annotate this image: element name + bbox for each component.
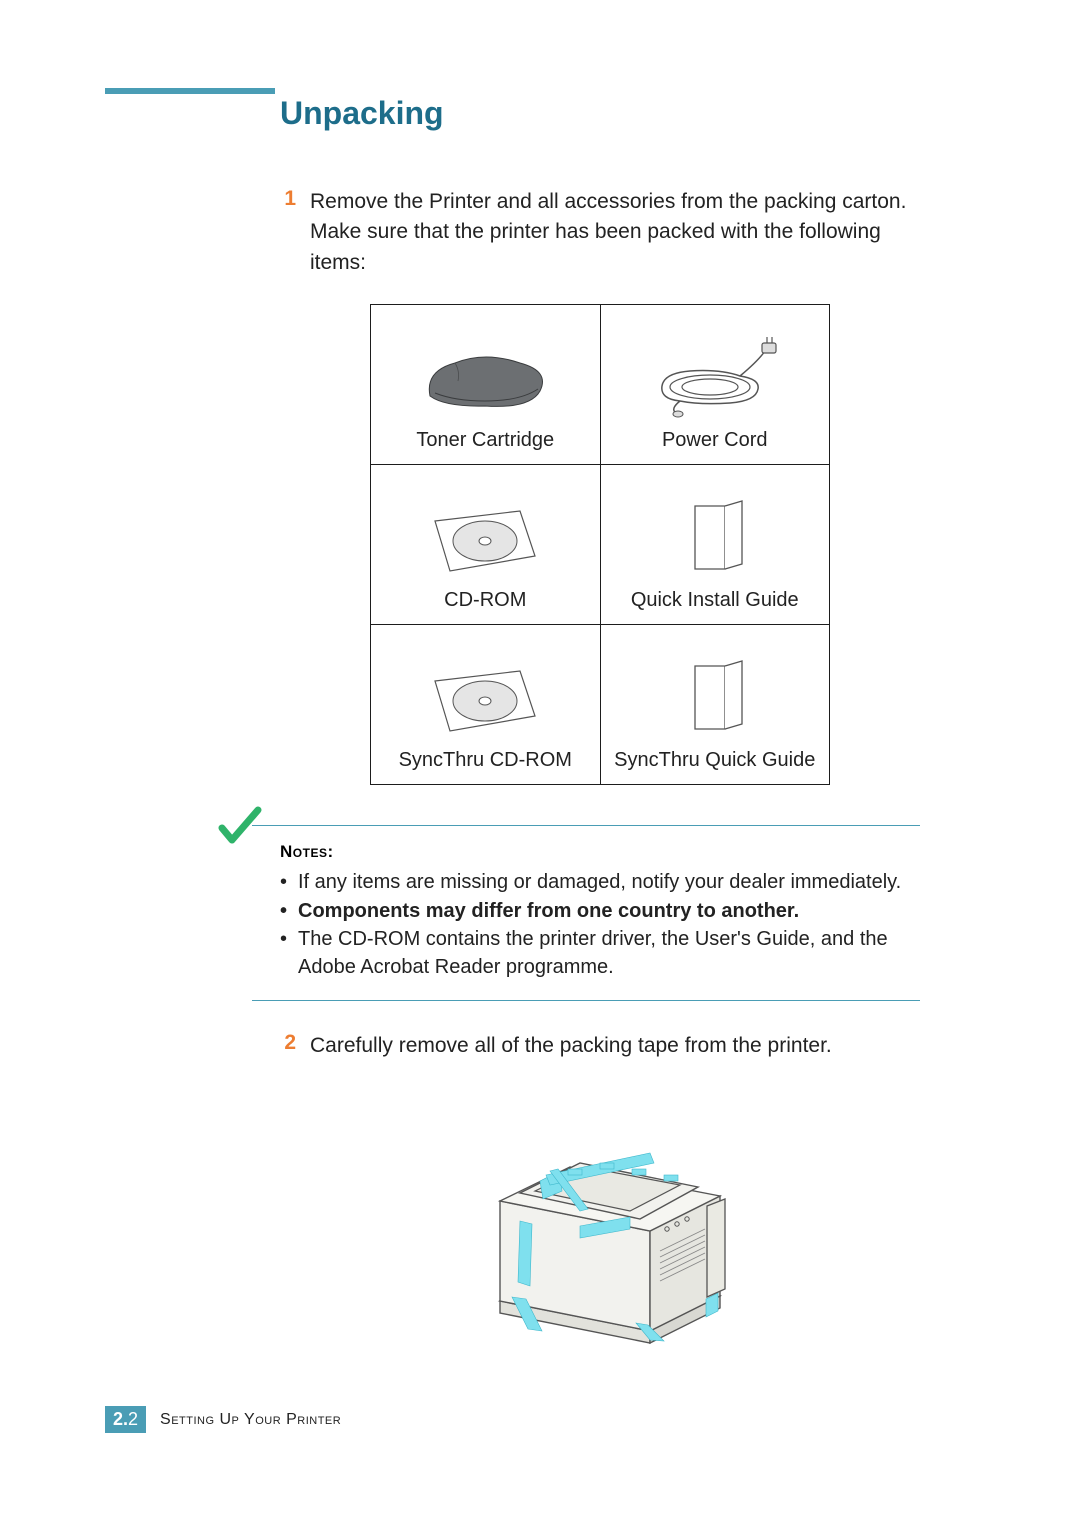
footer-section-label: Setting Up Your Printer xyxy=(160,1411,341,1429)
note-item: Components may differ from one country t… xyxy=(280,897,920,925)
step-2: 2 Carefully remove all of the packing ta… xyxy=(280,1031,920,1061)
footer-page-badge: 2.2 xyxy=(105,1406,146,1433)
table-row: SyncThru CD-ROM SyncThru Quick Guide xyxy=(371,625,830,785)
table-row: CD-ROM Quick Install Guide xyxy=(371,465,830,625)
item-cell-syncthru-cd: SyncThru CD-ROM xyxy=(371,625,601,785)
step-number: 1 xyxy=(280,187,296,211)
item-label: Toner Cartridge xyxy=(377,429,594,452)
step-1: 1 Remove the Printer and all accessories… xyxy=(280,187,920,278)
notes-list: If any items are missing or damaged, not… xyxy=(280,868,920,982)
header-rule xyxy=(105,88,275,94)
item-cell-powercord: Power Cord xyxy=(600,305,830,465)
page-number: 2 xyxy=(128,1409,138,1429)
notes-block: Notes: If any items are missing or damag… xyxy=(252,825,920,1001)
step-text: Carefully remove all of the packing tape… xyxy=(310,1031,832,1061)
page-footer: 2.2 Setting Up Your Printer xyxy=(105,1406,341,1433)
notes-title: Notes: xyxy=(280,842,920,862)
note-item: The CD-ROM contains the printer driver, … xyxy=(280,925,920,982)
item-label: Power Cord xyxy=(607,429,824,452)
step-number: 2 xyxy=(280,1031,296,1055)
item-label: SyncThru CD-ROM xyxy=(377,749,594,772)
note-item: If any items are missing or damaged, not… xyxy=(280,868,920,896)
item-label: SyncThru Quick Guide xyxy=(607,749,824,772)
power-cord-icon xyxy=(640,331,790,421)
item-cell-syncthru-guide: SyncThru Quick Guide xyxy=(600,625,830,785)
components-table: Toner Cartridge Power Cord xyxy=(370,304,830,785)
item-cell-toner: Toner Cartridge xyxy=(371,305,601,465)
booklet-icon xyxy=(670,651,760,741)
cd-rom-icon xyxy=(425,661,545,741)
booklet-icon xyxy=(670,491,760,581)
toner-cartridge-icon xyxy=(410,341,560,421)
printer-diagram xyxy=(450,1081,750,1351)
item-cell-quickguide: Quick Install Guide xyxy=(600,465,830,625)
page-content: Unpacking 1 Remove the Printer and all a… xyxy=(280,95,920,1351)
item-cell-cdrom: CD-ROM xyxy=(371,465,601,625)
section-title: Unpacking xyxy=(280,95,920,132)
cd-rom-icon xyxy=(425,501,545,581)
item-label: CD-ROM xyxy=(377,589,594,612)
chapter-number: 2. xyxy=(113,1409,128,1429)
step-text: Remove the Printer and all accessories f… xyxy=(310,187,920,278)
table-row: Toner Cartridge Power Cord xyxy=(371,305,830,465)
checkmark-icon xyxy=(216,806,264,850)
item-label: Quick Install Guide xyxy=(607,589,824,612)
